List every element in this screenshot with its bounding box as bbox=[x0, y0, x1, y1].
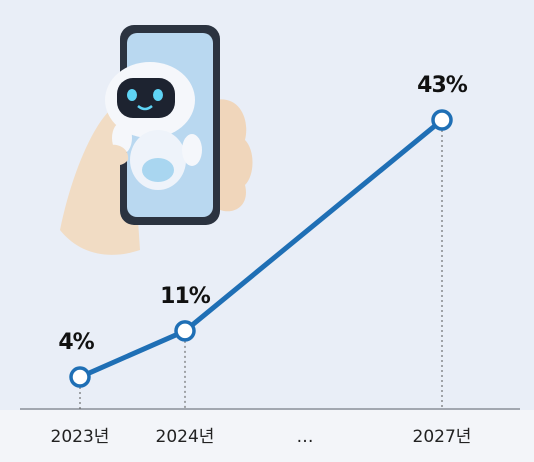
value-label: 4% bbox=[58, 330, 94, 355]
value-label: 43% bbox=[417, 73, 468, 98]
point bbox=[431, 109, 453, 131]
x-ellipsis: … bbox=[297, 427, 314, 447]
axis-band bbox=[0, 410, 534, 462]
point bbox=[69, 366, 91, 388]
x-tick-label: 2027년 bbox=[413, 427, 472, 447]
point bbox=[174, 320, 196, 342]
value-label: 11% bbox=[160, 284, 211, 309]
illustration bbox=[60, 25, 253, 255]
x-tick-label: 2024년 bbox=[156, 427, 215, 447]
x-tick-label: 2023년 bbox=[51, 427, 110, 447]
